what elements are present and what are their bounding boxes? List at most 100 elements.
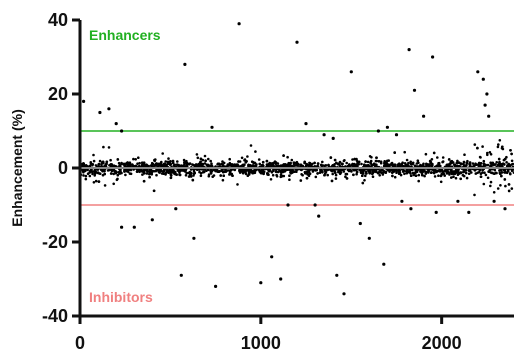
data-point xyxy=(107,146,111,149)
data-point xyxy=(132,157,135,161)
data-point xyxy=(473,193,476,197)
data-point xyxy=(184,168,187,172)
data-point xyxy=(281,170,285,174)
data-point xyxy=(262,164,265,168)
data-point xyxy=(468,161,472,164)
data-point xyxy=(248,164,252,167)
data-point xyxy=(169,173,173,176)
data-point xyxy=(424,152,428,156)
data-point xyxy=(373,168,376,172)
data-point xyxy=(458,172,461,175)
data-point xyxy=(364,160,367,163)
data-point xyxy=(345,172,349,176)
data-point xyxy=(153,159,156,162)
data-point xyxy=(174,172,177,176)
data-point xyxy=(357,160,361,164)
outlier-point xyxy=(456,199,460,203)
data-point xyxy=(237,160,240,163)
data-point xyxy=(110,163,114,166)
outlier-point xyxy=(174,207,178,211)
outlier-point xyxy=(503,207,507,211)
data-point xyxy=(158,164,162,167)
data-point xyxy=(293,161,296,165)
data-point xyxy=(430,158,434,161)
data-point xyxy=(249,144,253,147)
outlier-point xyxy=(487,114,491,118)
data-point xyxy=(468,163,472,167)
outlier-point xyxy=(407,48,411,52)
data-point xyxy=(455,161,459,165)
data-point xyxy=(303,161,306,165)
data-point xyxy=(98,172,102,175)
data-point xyxy=(499,172,502,175)
data-point xyxy=(88,174,92,178)
data-point xyxy=(243,158,247,161)
data-point xyxy=(142,179,146,183)
outlier-point xyxy=(431,55,435,59)
data-point xyxy=(193,171,196,175)
data-point xyxy=(474,172,478,175)
data-point xyxy=(450,176,453,179)
data-point xyxy=(493,168,497,172)
data-point xyxy=(142,170,146,173)
data-point xyxy=(123,170,126,173)
data-point xyxy=(486,151,489,155)
data-point xyxy=(194,163,198,167)
data-point xyxy=(371,175,375,178)
data-point xyxy=(379,161,383,165)
data-point xyxy=(109,158,112,162)
outlier-point xyxy=(120,225,124,229)
data-point xyxy=(395,171,398,174)
data-point xyxy=(378,174,382,177)
data-point xyxy=(305,164,308,168)
data-point xyxy=(365,172,368,175)
data-point xyxy=(479,175,483,178)
data-point xyxy=(164,172,167,175)
data-point xyxy=(363,179,366,182)
data-point xyxy=(499,184,502,187)
data-point xyxy=(316,162,320,165)
data-point xyxy=(162,172,165,175)
data-point xyxy=(506,169,510,173)
data-point xyxy=(288,178,291,181)
data-point xyxy=(201,162,205,166)
data-point xyxy=(341,162,344,166)
data-point xyxy=(437,174,440,177)
data-point xyxy=(376,171,380,175)
data-point xyxy=(84,177,88,181)
data-point xyxy=(105,160,109,164)
data-point xyxy=(261,160,265,164)
data-point xyxy=(345,161,349,165)
outlier-point xyxy=(335,273,339,277)
data-point xyxy=(222,174,225,177)
data-point xyxy=(433,175,437,178)
data-point xyxy=(103,172,106,176)
data-point xyxy=(126,162,130,166)
data-point xyxy=(89,161,93,164)
outlier-point xyxy=(422,114,426,118)
data-point xyxy=(496,187,500,190)
data-point xyxy=(157,169,160,172)
outlier-point xyxy=(214,284,218,288)
data-point xyxy=(504,184,507,188)
data-point xyxy=(471,162,475,165)
data-point xyxy=(198,170,201,174)
data-point xyxy=(402,169,406,172)
data-point xyxy=(185,163,189,166)
data-point xyxy=(411,162,415,166)
data-point xyxy=(403,172,406,176)
data-point xyxy=(94,179,98,183)
data-point xyxy=(192,174,195,177)
data-point xyxy=(292,170,296,173)
data-point xyxy=(424,172,428,175)
data-point xyxy=(359,171,363,175)
data-point xyxy=(324,164,328,167)
data-point xyxy=(313,165,317,168)
outlier-point xyxy=(492,199,496,203)
data-point xyxy=(166,169,169,173)
data-point xyxy=(478,170,481,174)
data-point xyxy=(465,161,469,165)
data-point xyxy=(372,162,376,165)
data-point xyxy=(427,169,430,173)
data-point xyxy=(241,164,244,167)
